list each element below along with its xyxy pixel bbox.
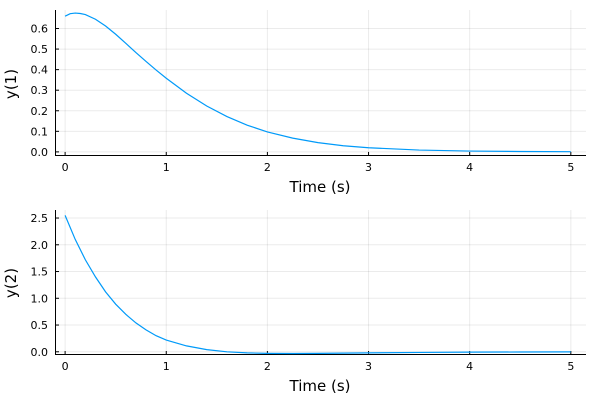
subplot-2-xticks: 0 1 2 3 4 5 bbox=[62, 351, 574, 373]
subplot-1-ytick-label-5: 0.5 bbox=[31, 43, 49, 56]
subplot-1-grid bbox=[55, 10, 586, 156]
subplot-1-ytick-label-4: 0.4 bbox=[31, 64, 49, 77]
subplot-2: 0 1 2 3 4 5 0.0 0.5 1.0 1.5 2.0 2.5 Time… bbox=[2, 210, 586, 395]
subplot-2-xtick-label-3: 3 bbox=[365, 360, 372, 373]
subplot-2-ytick-label-4: 2.0 bbox=[31, 239, 49, 252]
subplot-1-xticks: 0 1 2 3 4 5 bbox=[62, 152, 574, 174]
subplot-1-xtick-label-5: 5 bbox=[567, 161, 574, 174]
subplot-1-ytick-label-0: 0.0 bbox=[31, 146, 49, 159]
subplot-1-ytick-label-1: 0.1 bbox=[31, 125, 49, 138]
subplot-2-xtick-label-5: 5 bbox=[567, 360, 574, 373]
subplot-2-ytick-label-2: 1.0 bbox=[31, 292, 49, 305]
subplot-1-ytick-label-6: 0.6 bbox=[31, 23, 49, 36]
subplot-1-xtick-label-0: 0 bbox=[62, 161, 69, 174]
subplot-1: 0 1 2 3 4 5 0.0 0.1 0.2 0.3 0.4 0.5 0.6 … bbox=[2, 10, 586, 196]
subplot-2-xtick-label-1: 1 bbox=[163, 360, 170, 373]
subplot-2-xtick-label-4: 4 bbox=[466, 360, 473, 373]
subplot-1-yticks: 0.0 0.1 0.2 0.3 0.4 0.5 0.6 bbox=[31, 23, 59, 159]
subplot-2-ytick-label-5: 2.5 bbox=[31, 212, 49, 225]
subplot-2-xtick-label-0: 0 bbox=[62, 360, 69, 373]
subplot-2-ytick-label-0: 0.0 bbox=[31, 346, 49, 359]
subplot-2-ytick-label-1: 0.5 bbox=[31, 319, 49, 332]
subplot-2-yticks: 0.0 0.5 1.0 1.5 2.0 2.5 bbox=[31, 212, 59, 359]
subplot-1-xtick-label-1: 1 bbox=[163, 161, 170, 174]
subplot-2-grid bbox=[55, 210, 586, 355]
subplot-1-xtick-label-3: 3 bbox=[365, 161, 372, 174]
subplot-1-y-axis-title: y(1) bbox=[2, 69, 20, 99]
subplot-1-ytick-label-3: 0.3 bbox=[31, 84, 49, 97]
subplot-1-x-axis-title: Time (s) bbox=[289, 178, 351, 196]
subplot-1-xtick-label-4: 4 bbox=[466, 161, 473, 174]
subplot-2-x-axis-title: Time (s) bbox=[289, 377, 351, 395]
subplot-1-xtick-label-2: 2 bbox=[264, 161, 271, 174]
subplot-2-ytick-label-3: 1.5 bbox=[31, 266, 49, 279]
subplot-2-y-axis-title: y(2) bbox=[2, 268, 20, 298]
subplot-2-series-line bbox=[64, 215, 571, 355]
subplot-2-xtick-label-2: 2 bbox=[264, 360, 271, 373]
subplot-1-ytick-label-2: 0.2 bbox=[31, 105, 49, 118]
subplot-1-series-line bbox=[64, 12, 571, 153]
